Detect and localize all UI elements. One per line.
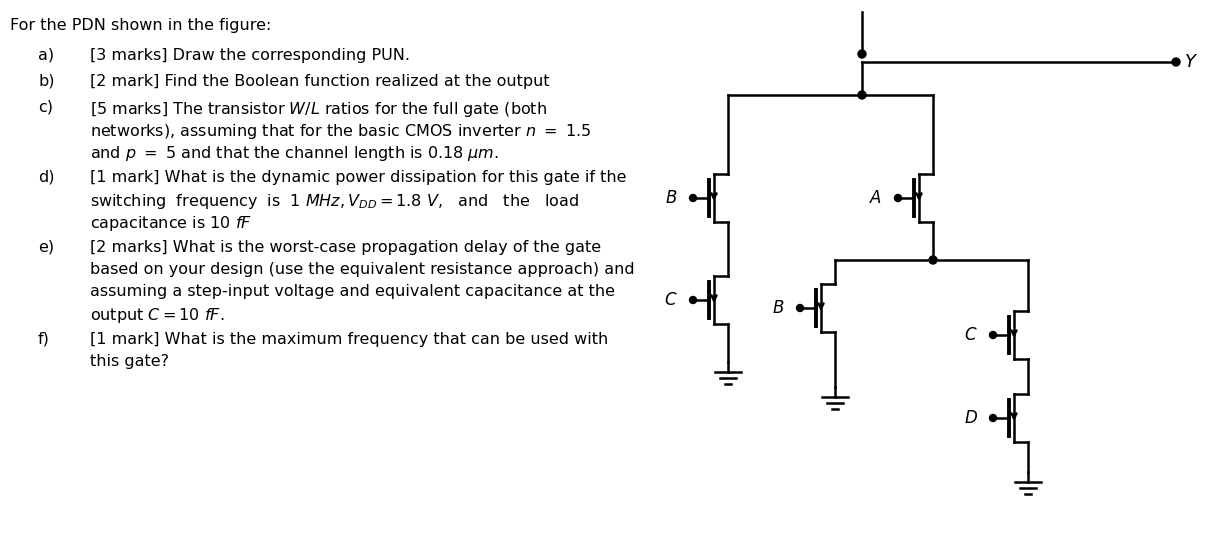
Circle shape [929, 256, 937, 264]
Circle shape [858, 50, 866, 58]
Circle shape [858, 91, 866, 99]
Text: $A$: $A$ [870, 189, 882, 207]
Circle shape [990, 331, 997, 338]
Text: [3 marks] Draw the corresponding PUN.: [3 marks] Draw the corresponding PUN. [90, 48, 410, 63]
Text: [2 marks] What is the worst-case propagation delay of the gate: [2 marks] What is the worst-case propaga… [90, 240, 601, 255]
Text: [5 marks] The transistor $W/L$ ratios for the full gate (both: [5 marks] The transistor $W/L$ ratios fo… [90, 100, 547, 119]
Circle shape [690, 296, 697, 303]
Circle shape [690, 195, 697, 202]
Text: switching  frequency  is  $1\ MHz, V_{DD} = 1.8\ V$,   and   the   load: switching frequency is $1\ MHz, V_{DD} =… [90, 192, 580, 211]
Text: b): b) [38, 74, 54, 89]
Text: $C$: $C$ [664, 291, 678, 309]
Text: $D$: $D$ [964, 409, 978, 427]
Text: [2 mark] Find the Boolean function realized at the output: [2 mark] Find the Boolean function reali… [90, 74, 549, 89]
Text: output $C = 10\ fF$.: output $C = 10\ fF$. [90, 306, 224, 325]
Text: d): d) [38, 170, 54, 185]
Circle shape [990, 414, 997, 421]
Text: [1 mark] What is the dynamic power dissipation for this gate if the: [1 mark] What is the dynamic power dissi… [90, 170, 627, 185]
Text: capacitance is 10 $fF$: capacitance is 10 $fF$ [90, 214, 252, 233]
Text: and $p\ =\ 5$ and that the channel length is 0.18 $\mu m$.: and $p\ =\ 5$ and that the channel lengt… [90, 144, 499, 163]
Text: assuming a step-input voltage and equivalent capacitance at the: assuming a step-input voltage and equiva… [90, 284, 615, 299]
Text: $B$: $B$ [772, 299, 784, 317]
Text: e): e) [38, 240, 54, 255]
Text: this gate?: this gate? [90, 354, 169, 369]
Circle shape [796, 305, 803, 312]
Text: $Y$: $Y$ [1185, 53, 1198, 71]
Text: $B$: $B$ [664, 189, 678, 207]
Text: networks), assuming that for the basic CMOS inverter $n\ =\ 1.5$: networks), assuming that for the basic C… [90, 122, 592, 141]
Text: based on your design (use the equivalent resistance approach) and: based on your design (use the equivalent… [90, 262, 634, 277]
Text: c): c) [38, 100, 53, 115]
Text: $C$: $C$ [964, 326, 978, 344]
Circle shape [894, 195, 901, 202]
Text: [1 mark] What is the maximum frequency that can be used with: [1 mark] What is the maximum frequency t… [90, 332, 609, 347]
Text: a): a) [38, 48, 54, 63]
Circle shape [1172, 58, 1180, 66]
Text: For the PDN shown in the figure:: For the PDN shown in the figure: [10, 18, 271, 33]
Text: f): f) [38, 332, 50, 347]
